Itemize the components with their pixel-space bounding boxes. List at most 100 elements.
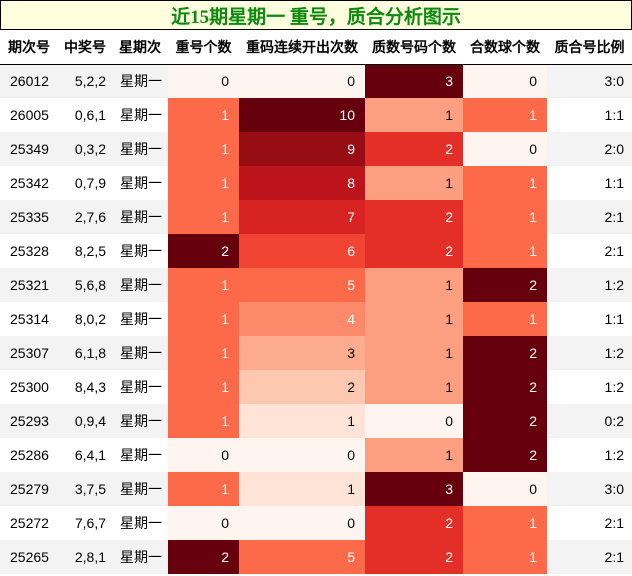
cell-weekday: 星期一 <box>112 64 168 98</box>
cell-ratio: 1:2 <box>547 370 632 404</box>
table-row: 25279 3,7,5 星期一 1 1 3 0 3:0 <box>0 472 632 506</box>
cell-numbers: 0,6,1 <box>58 98 112 132</box>
cell-weekday: 星期一 <box>112 540 168 574</box>
cell-composite-count: 2 <box>463 438 547 472</box>
cell-repeat-streak: 5 <box>239 268 365 302</box>
cell-numbers: 3,7,5 <box>58 472 112 506</box>
cell-numbers: 0,3,2 <box>58 132 112 166</box>
header-weekday: 星期次 <box>112 30 168 65</box>
header-ratio: 质合号比例 <box>547 30 632 65</box>
cell-composite-count: 1 <box>463 200 547 234</box>
table-row: 26012 5,2,2 星期一 0 0 3 0 3:0 <box>0 64 632 98</box>
cell-ratio: 2:0 <box>547 132 632 166</box>
cell-issue: 25328 <box>0 234 58 268</box>
cell-issue: 25272 <box>0 506 58 540</box>
cell-ratio: 2:1 <box>547 234 632 268</box>
cell-composite-count: 2 <box>463 336 547 370</box>
cell-repeat-count: 1 <box>168 336 239 370</box>
header-issue: 期次号 <box>0 30 58 65</box>
cell-prime-count: 3 <box>365 472 463 506</box>
cell-repeat-streak: 3 <box>239 336 365 370</box>
cell-prime-count: 2 <box>365 506 463 540</box>
cell-repeat-streak: 6 <box>239 234 365 268</box>
cell-prime-count: 1 <box>365 336 463 370</box>
cell-repeat-count: 1 <box>168 98 239 132</box>
cell-composite-count: 0 <box>463 64 547 98</box>
table-row: 25300 8,4,3 星期一 1 2 1 2 1:2 <box>0 370 632 404</box>
cell-repeat-count: 1 <box>168 268 239 302</box>
cell-prime-count: 2 <box>365 540 463 574</box>
cell-ratio: 1:1 <box>547 302 632 336</box>
table-row: 26005 0,6,1 星期一 1 10 1 1 1:1 <box>0 98 632 132</box>
chart-title: 近15期星期一 重号，质合分析图示 <box>0 0 632 30</box>
cell-weekday: 星期一 <box>112 234 168 268</box>
cell-repeat-count: 0 <box>168 64 239 98</box>
cell-weekday: 星期一 <box>112 200 168 234</box>
table-row: 25293 0,9,4 星期一 1 1 0 2 0:2 <box>0 404 632 438</box>
analysis-table: 期次号 中奖号 星期次 重号个数 重码连续开出次数 质数号码个数 合数球个数 质… <box>0 30 632 574</box>
header-repeat-count: 重号个数 <box>168 30 239 65</box>
cell-repeat-count: 2 <box>168 234 239 268</box>
cell-repeat-streak: 1 <box>239 404 365 438</box>
cell-numbers: 8,0,2 <box>58 302 112 336</box>
cell-ratio: 3:0 <box>547 64 632 98</box>
cell-issue: 25293 <box>0 404 58 438</box>
cell-composite-count: 1 <box>463 540 547 574</box>
header-repeat-streak: 重码连续开出次数 <box>239 30 365 65</box>
cell-repeat-count: 1 <box>168 302 239 336</box>
cell-weekday: 星期一 <box>112 438 168 472</box>
cell-issue: 25307 <box>0 336 58 370</box>
cell-ratio: 1:2 <box>547 438 632 472</box>
cell-repeat-count: 1 <box>168 200 239 234</box>
cell-ratio: 2:1 <box>547 540 632 574</box>
table-row: 25342 0,7,9 星期一 1 8 1 1 1:1 <box>0 166 632 200</box>
cell-ratio: 2:1 <box>547 506 632 540</box>
cell-weekday: 星期一 <box>112 268 168 302</box>
cell-repeat-streak: 5 <box>239 540 365 574</box>
cell-ratio: 1:1 <box>547 98 632 132</box>
cell-weekday: 星期一 <box>112 336 168 370</box>
cell-weekday: 星期一 <box>112 370 168 404</box>
cell-prime-count: 2 <box>365 200 463 234</box>
cell-repeat-count: 1 <box>168 166 239 200</box>
cell-issue: 25321 <box>0 268 58 302</box>
cell-weekday: 星期一 <box>112 472 168 506</box>
cell-prime-count: 1 <box>365 302 463 336</box>
cell-weekday: 星期一 <box>112 132 168 166</box>
cell-composite-count: 0 <box>463 472 547 506</box>
cell-prime-count: 1 <box>365 166 463 200</box>
cell-ratio: 3:0 <box>547 472 632 506</box>
cell-composite-count: 0 <box>463 132 547 166</box>
table-row: 25307 6,1,8 星期一 1 3 1 2 1:2 <box>0 336 632 370</box>
cell-prime-count: 2 <box>365 234 463 268</box>
cell-issue: 25314 <box>0 302 58 336</box>
table-row: 25272 7,6,7 星期一 0 0 2 1 2:1 <box>0 506 632 540</box>
cell-ratio: 1:2 <box>547 268 632 302</box>
cell-prime-count: 1 <box>365 370 463 404</box>
cell-numbers: 6,4,1 <box>58 438 112 472</box>
cell-repeat-streak: 1 <box>239 472 365 506</box>
table-row: 25321 5,6,8 星期一 1 5 1 2 1:2 <box>0 268 632 302</box>
cell-repeat-streak: 9 <box>239 132 365 166</box>
cell-numbers: 2,8,1 <box>58 540 112 574</box>
cell-composite-count: 1 <box>463 166 547 200</box>
table-row: 25314 8,0,2 星期一 1 4 1 1 1:1 <box>0 302 632 336</box>
cell-repeat-streak: 0 <box>239 438 365 472</box>
table-row: 25265 2,8,1 星期一 2 5 2 1 2:1 <box>0 540 632 574</box>
cell-numbers: 5,2,2 <box>58 64 112 98</box>
cell-prime-count: 1 <box>365 438 463 472</box>
cell-composite-count: 1 <box>463 506 547 540</box>
cell-numbers: 8,4,3 <box>58 370 112 404</box>
cell-repeat-streak: 7 <box>239 200 365 234</box>
cell-issue: 26005 <box>0 98 58 132</box>
cell-numbers: 6,1,8 <box>58 336 112 370</box>
cell-composite-count: 1 <box>463 98 547 132</box>
cell-composite-count: 1 <box>463 302 547 336</box>
cell-repeat-count: 2 <box>168 540 239 574</box>
cell-repeat-count: 0 <box>168 438 239 472</box>
cell-numbers: 0,7,9 <box>58 166 112 200</box>
cell-issue: 26012 <box>0 64 58 98</box>
cell-weekday: 星期一 <box>112 166 168 200</box>
cell-numbers: 8,2,5 <box>58 234 112 268</box>
cell-composite-count: 2 <box>463 268 547 302</box>
